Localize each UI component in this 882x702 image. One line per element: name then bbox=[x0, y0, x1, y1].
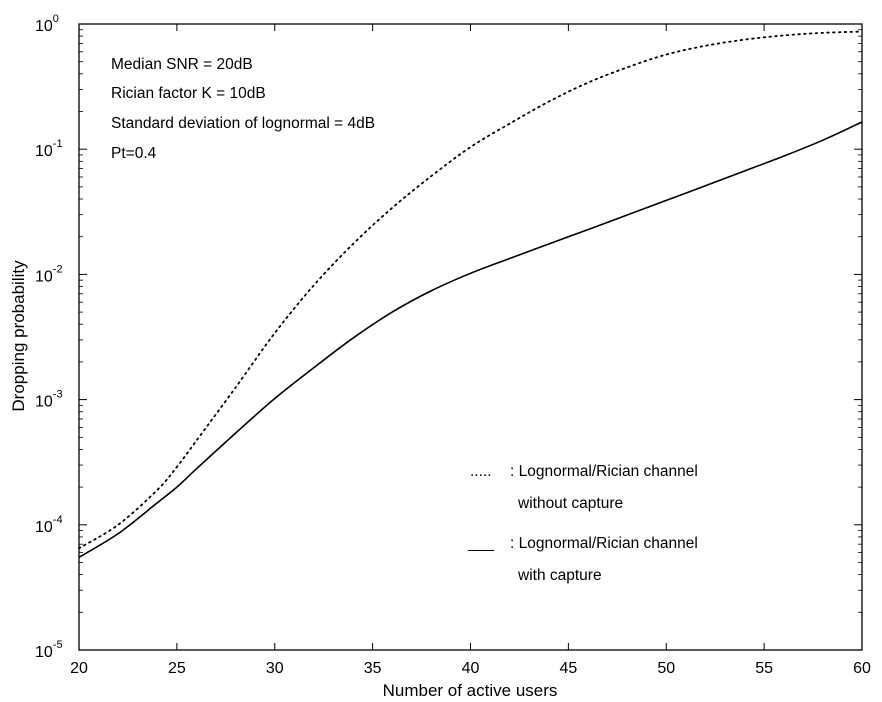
y-tick-exponent: -4 bbox=[53, 514, 63, 526]
y-tick-base: 10 bbox=[35, 519, 53, 536]
annotation-1: Median SNR = 20dB bbox=[111, 56, 253, 73]
series-line-without-capture bbox=[78, 30, 863, 550]
legend-marker-solid: ___ bbox=[467, 535, 494, 552]
y-tick-exponent: -5 bbox=[53, 639, 63, 651]
x-tick-label: 50 bbox=[657, 660, 675, 677]
y-tick-base: 10 bbox=[35, 18, 53, 35]
y-tick-exponent: 0 bbox=[53, 13, 59, 25]
legend-label-solid-line1: : Lognormal/Rician channel bbox=[510, 535, 698, 552]
legend-marker-dotted: ..... bbox=[470, 463, 492, 480]
y-tick-base: 10 bbox=[35, 644, 53, 661]
y-tick-base: 10 bbox=[35, 143, 53, 160]
y-tick-label: 10-4 bbox=[35, 514, 63, 536]
legend-label-solid-line2: with capture bbox=[517, 567, 602, 584]
x-tick-label: 35 bbox=[364, 660, 382, 677]
x-axis-ticks: 20 25 30 35 40 45 50 55 60 bbox=[70, 24, 871, 677]
y-axis-label: Dropping probability bbox=[9, 260, 28, 412]
y-tick-exponent: -3 bbox=[53, 389, 63, 401]
y-tick-exponent: -2 bbox=[53, 263, 63, 275]
annotation-3: Standard deviation of lognormal = 4dB bbox=[111, 115, 375, 132]
series-line-with-capture bbox=[78, 121, 863, 558]
y-tick-exponent: -1 bbox=[53, 138, 63, 150]
x-tick-label: 30 bbox=[266, 660, 284, 677]
annotation-4: Pt=0.4 bbox=[111, 145, 157, 162]
legend-label-dotted-line1: : Lognormal/Rician channel bbox=[510, 463, 698, 480]
x-tick-label: 40 bbox=[462, 660, 480, 677]
y-tick-label: 10-5 bbox=[35, 639, 63, 661]
x-tick-label: 45 bbox=[559, 660, 577, 677]
y-tick-label: 10-3 bbox=[35, 389, 63, 411]
series-layer bbox=[78, 30, 863, 558]
y-tick-label: 100 bbox=[35, 13, 59, 35]
x-axis-label: Number of active users bbox=[383, 681, 558, 700]
y-tick-label: 10-2 bbox=[35, 263, 63, 285]
y-tick-base: 10 bbox=[35, 394, 53, 411]
legend: ..... : Lognormal/Rician channel without… bbox=[467, 463, 698, 584]
x-tick-label: 60 bbox=[853, 660, 871, 677]
y-tick-label: 10-1 bbox=[35, 138, 63, 160]
y-tick-base: 10 bbox=[35, 268, 53, 285]
x-tick-label: 55 bbox=[755, 660, 773, 677]
x-tick-label: 20 bbox=[70, 660, 88, 677]
x-tick-label: 25 bbox=[168, 660, 186, 677]
annotations: Median SNR = 20dB Rician factor K = 10dB… bbox=[111, 56, 375, 162]
annotation-2: Rician factor K = 10dB bbox=[111, 85, 266, 102]
legend-label-dotted-line2: without capture bbox=[517, 495, 623, 512]
